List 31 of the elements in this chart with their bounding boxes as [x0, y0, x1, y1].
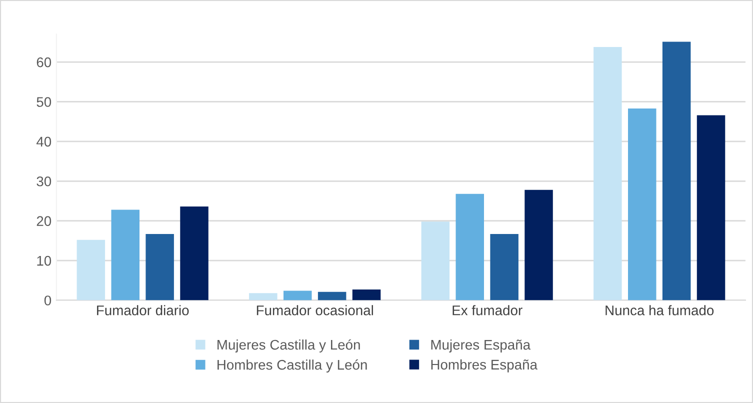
bar [662, 42, 691, 300]
legend-label: Mujeres España [431, 339, 531, 352]
legend-label: Hombres España [431, 359, 538, 372]
y-tick-label: 0 [44, 296, 52, 306]
legend-label: Mujeres Castilla y León [218, 339, 360, 352]
bar [284, 290, 312, 300]
bar [352, 290, 381, 300]
y-tick-label: 50 [36, 97, 52, 107]
x-tick-label: Ex fumador [452, 305, 522, 316]
y-tick-label: 60 [36, 57, 52, 68]
bar [146, 234, 174, 300]
bar [111, 210, 140, 300]
y-tick-label: 20 [36, 216, 52, 226]
x-tick-label: Fumador diario [97, 305, 189, 316]
y-tick-label: 10 [37, 256, 52, 266]
bar [318, 292, 346, 300]
bar [524, 190, 553, 300]
bar [490, 234, 518, 300]
bar [628, 108, 656, 300]
bar [76, 240, 106, 300]
bar [456, 194, 484, 300]
legend-label: Hombres Castilla y León [218, 359, 367, 372]
bar [696, 115, 726, 300]
y-tick-label: 30 [36, 176, 52, 186]
y-tick-label: 40 [36, 136, 52, 147]
bar [180, 206, 208, 300]
bar [249, 293, 278, 300]
bar [594, 46, 622, 300]
x-tick-label: Nunca ha fumado [606, 305, 714, 316]
x-tick-label: Fumador ocasional [256, 305, 373, 316]
bar [421, 222, 450, 300]
